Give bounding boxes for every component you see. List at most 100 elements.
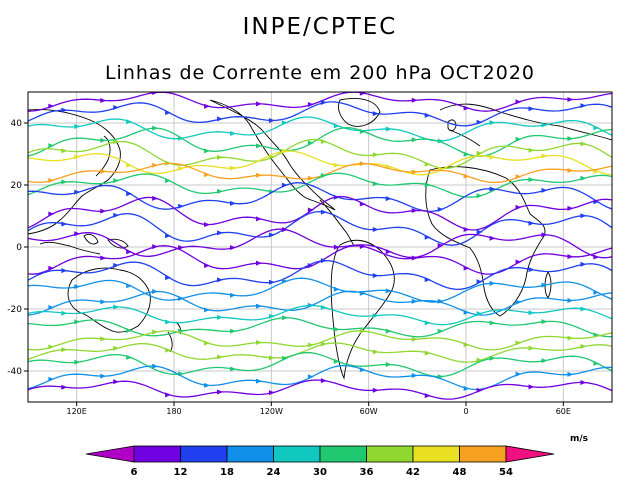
- streamline-arrow: [126, 327, 133, 333]
- streamline-arrow: [385, 249, 392, 255]
- streamline-6: [28, 162, 612, 184]
- streamline-arrow: [113, 345, 120, 351]
- streamline-arrow: [152, 125, 159, 131]
- uk-outline: [447, 119, 457, 132]
- streamline-arrow: [476, 311, 483, 317]
- streamline-arrow: [333, 286, 340, 292]
- colorbar-label-6: 6: [131, 467, 138, 478]
- streamline-arrow: [61, 310, 68, 316]
- streamline-arrow: [230, 328, 237, 334]
- colorbar-box-4: [319, 445, 367, 463]
- streamline-arrow: [567, 205, 574, 211]
- streamline-arrow: [217, 314, 224, 320]
- streamline-arrow: [152, 195, 159, 201]
- streamline-arrow: [48, 103, 55, 109]
- streamline-arrow: [372, 181, 379, 187]
- streamline-arrow: [515, 259, 522, 265]
- colorbar-label-24: 24: [267, 467, 281, 478]
- colorbar-box-5: [366, 445, 414, 463]
- streamline-arrow: [230, 200, 237, 206]
- streamline-arrow: [541, 358, 548, 364]
- streamline-arrow: [165, 233, 172, 239]
- streamline-arrow: [372, 313, 379, 319]
- streamline-arrow: [230, 245, 237, 251]
- streamline-arrow: [255, 101, 262, 107]
- streamline-arrow: [281, 182, 288, 188]
- streamline-arrow: [528, 147, 535, 153]
- central-america-outline: [319, 199, 355, 247]
- streamline-arrow: [255, 172, 262, 178]
- streamline-17: [28, 317, 612, 338]
- streamline-arrow: [307, 207, 314, 213]
- x-tick-label-60W: 60W: [360, 407, 378, 416]
- streamline-3: [28, 127, 612, 157]
- streamline-arrow: [307, 140, 314, 146]
- streamline-arrow: [515, 136, 522, 142]
- streamline-arrow: [268, 232, 275, 238]
- streamline-arrow: [476, 150, 483, 156]
- streamline-arrow: [204, 172, 211, 178]
- streamline-arrow: [320, 138, 327, 144]
- streamline-arrow: [567, 371, 574, 377]
- streamline-arrow: [281, 227, 288, 233]
- streamline-arrow: [255, 143, 262, 149]
- streamline-arrow: [567, 254, 574, 260]
- streamline-arrow: [48, 265, 55, 271]
- streamline-arrow: [359, 244, 366, 250]
- streamline-21: [28, 364, 612, 391]
- streamline-arrow: [580, 380, 587, 386]
- streamline-arrow: [359, 201, 366, 207]
- streamline-arrow: [541, 153, 548, 159]
- streamline-10: [28, 210, 612, 246]
- streamline-arrow: [411, 208, 418, 214]
- streamline-arrow: [100, 373, 107, 379]
- streamline-arrow: [61, 221, 68, 227]
- streamline-arrow: [333, 358, 340, 364]
- streamline-arrow: [113, 304, 120, 310]
- streamline-arrow: [541, 232, 548, 238]
- streamline-arrow: [333, 162, 340, 168]
- streamline-arrow: [165, 319, 172, 325]
- streamline-arrow: [48, 344, 55, 350]
- streamline-arrow: [541, 319, 548, 325]
- streamline-arrow: [411, 298, 418, 304]
- streamline-arrow: [411, 169, 418, 175]
- streamline-19: [28, 342, 612, 363]
- continent-outlines: [28, 98, 612, 380]
- streamline-arrow: [580, 213, 587, 219]
- streamline-arrow: [255, 216, 262, 222]
- streamline-arrow: [204, 263, 211, 269]
- streamline-arrow: [372, 227, 379, 233]
- streamline-arrow: [281, 120, 288, 126]
- colorbar-label-12: 12: [174, 467, 188, 478]
- colorbar-box-7: [459, 445, 507, 463]
- streamline-arrow: [463, 265, 470, 271]
- streamline-arrow: [74, 359, 81, 365]
- streamline-arrow: [528, 177, 535, 183]
- streamline-2: [28, 116, 612, 142]
- streamline-arrow: [165, 347, 172, 353]
- streamline-arrow: [255, 378, 262, 384]
- streamline-arrow: [463, 173, 470, 179]
- streamline-arrow: [580, 175, 587, 181]
- streamline-arrow: [61, 148, 68, 154]
- streamline-arrow: [463, 342, 470, 348]
- streamline-arrow: [152, 92, 159, 95]
- colorbar-label-42: 42: [406, 467, 420, 478]
- streamline-arrow: [476, 357, 483, 363]
- streamline-arrow: [320, 378, 327, 384]
- streamline-arrow: [268, 355, 275, 361]
- streamline-arrow: [74, 189, 81, 195]
- y-tick-label-0: 0: [16, 243, 22, 253]
- streamline-arrow: [424, 393, 431, 399]
- streamline-arrow: [411, 137, 418, 143]
- header-organization: INPE/CPTEC: [242, 14, 398, 40]
- streamline-arrow: [48, 211, 55, 217]
- australia-outline: [67, 267, 151, 333]
- streamline-arrow: [359, 161, 366, 167]
- streamline-arrow: [528, 310, 535, 316]
- streamline-arrow: [359, 128, 366, 134]
- streamline-arrow: [152, 162, 159, 168]
- colorbar-box-1: [180, 445, 228, 463]
